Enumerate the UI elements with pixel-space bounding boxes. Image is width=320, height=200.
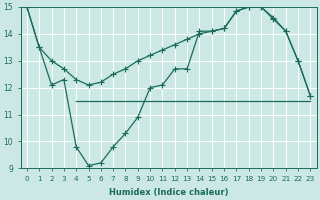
X-axis label: Humidex (Indice chaleur): Humidex (Indice chaleur): [109, 188, 228, 197]
